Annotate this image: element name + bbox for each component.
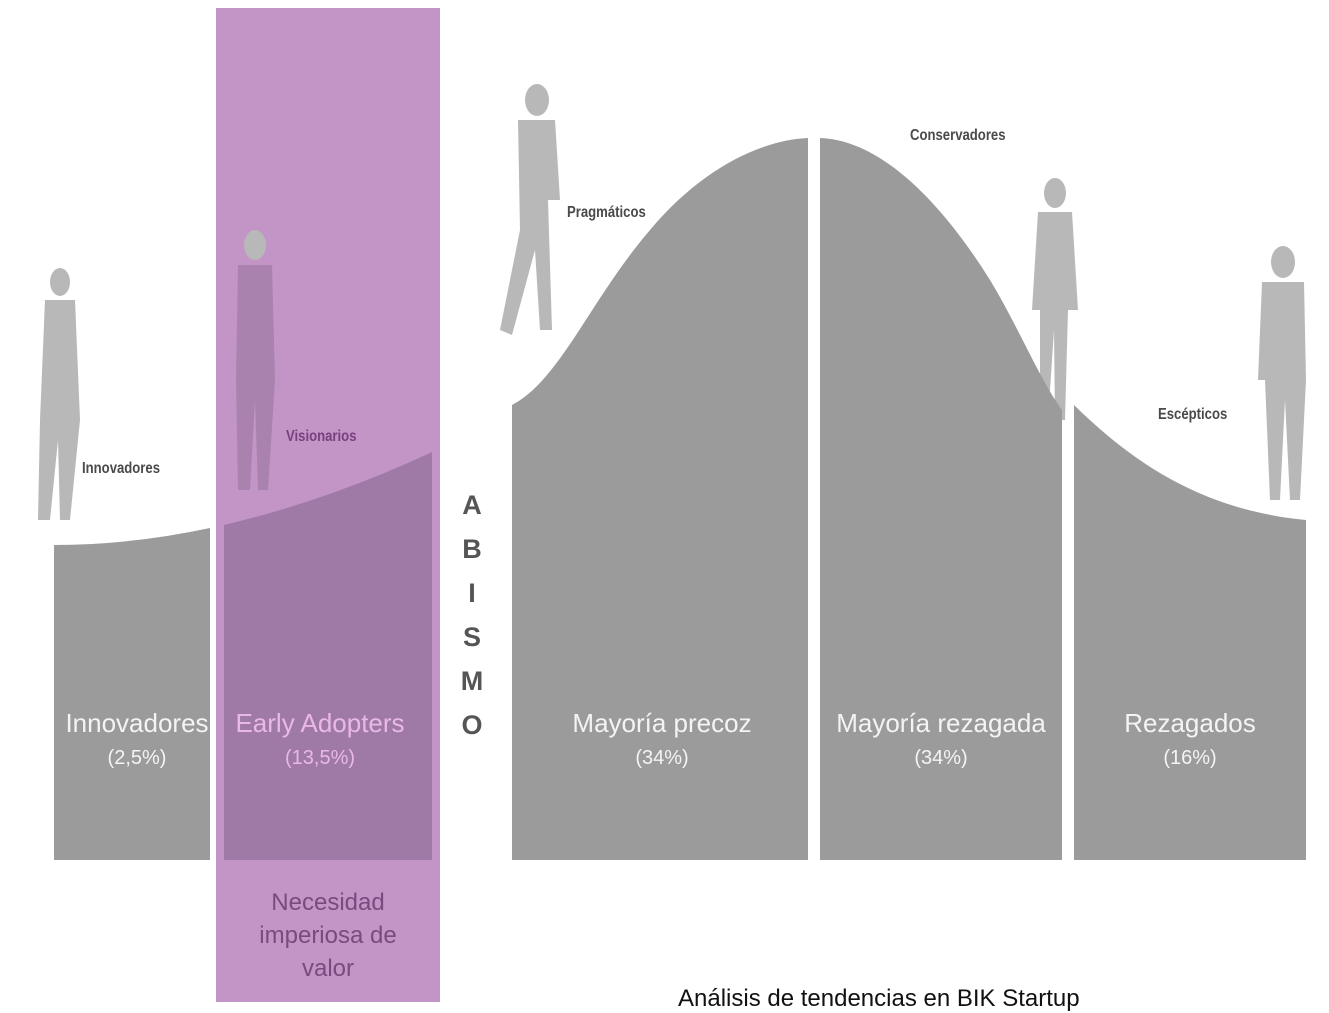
persona-label: Innovadores	[82, 460, 161, 477]
segment-share: (34%)	[914, 747, 968, 769]
segment: Rezagados (16%)	[1060, 708, 1320, 770]
segment-share: (16%)	[1163, 747, 1217, 769]
persona-label: Pragmáticos	[567, 204, 646, 221]
segment: Mayoría rezagada (34%)	[811, 708, 1071, 770]
laggards-area	[1074, 405, 1306, 860]
segment: Mayoría precoz (34%)	[532, 708, 792, 770]
segment-name: Mayoría rezagada	[836, 708, 1046, 738]
segment-name: Innovadores	[65, 708, 209, 738]
early-adopter-note: Necesidad imperiosa de valor	[259, 889, 397, 982]
caption: Análisis de tendencias en BIK Startup	[678, 985, 1080, 1012]
segment-name: Mayoría precoz	[572, 708, 752, 738]
persona-label: Visionarios	[286, 428, 357, 445]
segment-name: Rezagados	[1124, 708, 1256, 738]
persona-label: Conservadores	[910, 127, 1006, 144]
persona-label: Escépticos	[1158, 406, 1228, 423]
early-majority-area	[512, 138, 808, 860]
segment-name: Early Adopters	[235, 708, 405, 738]
innovators-area	[54, 528, 210, 860]
segment-share: (34%)	[635, 747, 689, 769]
late-majority-area	[820, 138, 1062, 860]
chasm-label: ABISMO	[457, 490, 487, 754]
segment: Early Adopters (13,5%)	[190, 708, 450, 770]
segment: Innovadores (2,5%)	[7, 708, 267, 770]
silhouettes	[38, 84, 1306, 520]
segment-share: (2,5%)	[107, 747, 167, 769]
segment-share: (13,5%)	[284, 747, 356, 769]
early-adopters-area	[224, 452, 432, 860]
